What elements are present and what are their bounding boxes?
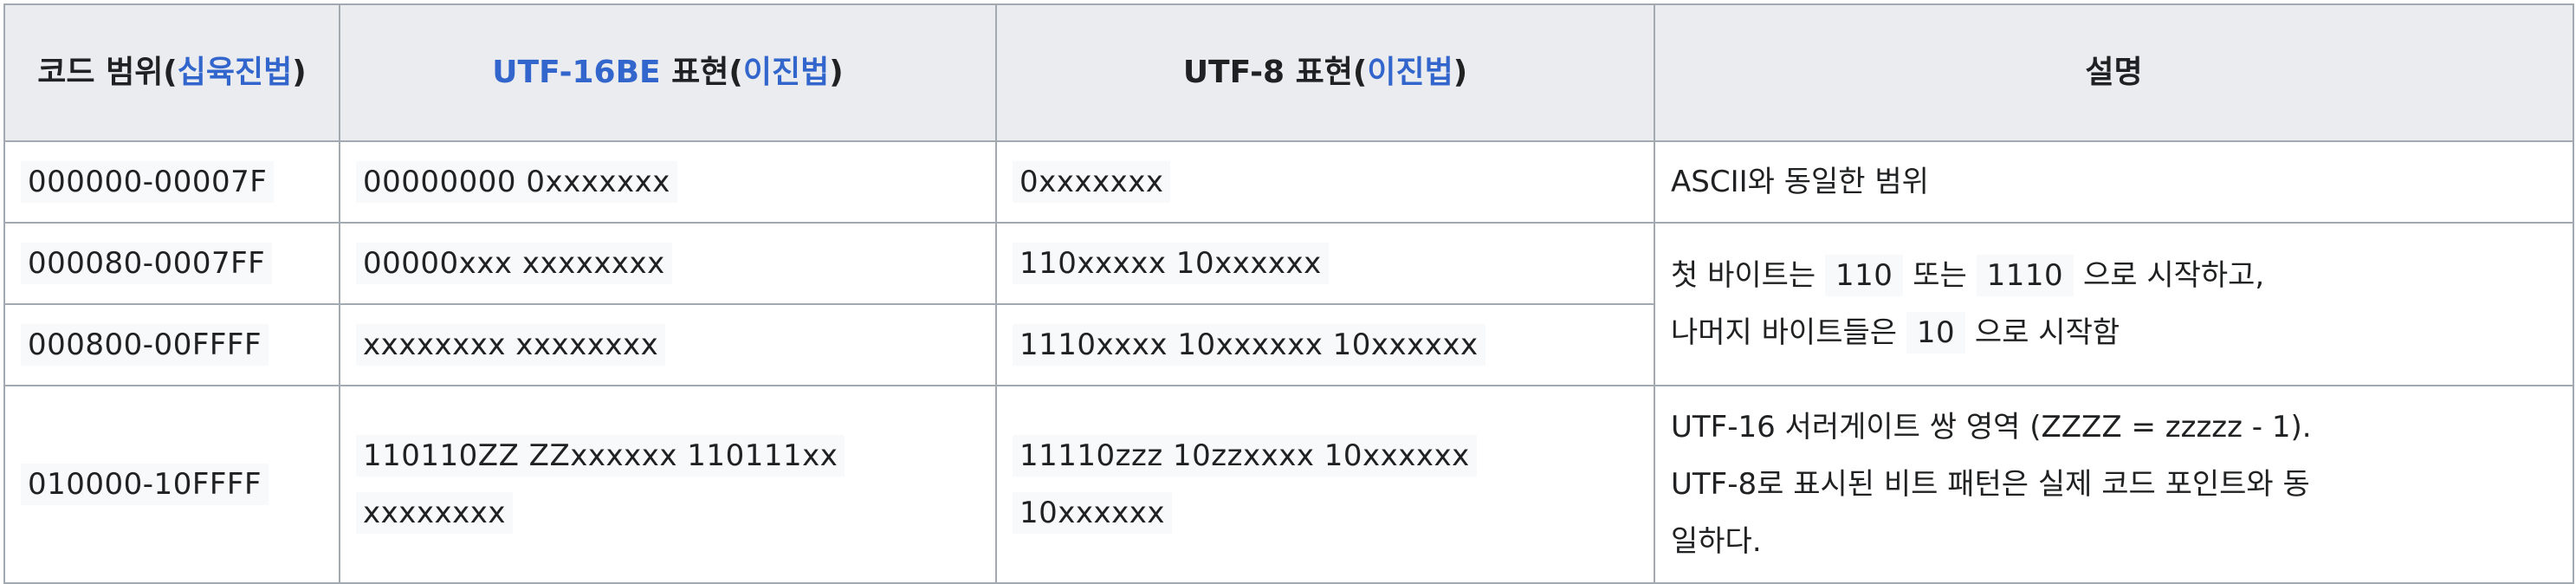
description-text: 첫 바이트는	[1671, 258, 1826, 293]
description-text: 으로 시작하고,	[2074, 258, 2265, 293]
description-text: 으로 시작함	[1965, 315, 2120, 350]
utf16-code: 110110ZZ ZZxxxxxx 110111xx	[356, 435, 845, 477]
utf8-code: 0xxxxxxx	[1013, 161, 1171, 203]
utf16-code: 00000000 0xxxxxxx	[356, 161, 677, 203]
utf8-code: 1110xxxx 10xxxxxx 10xxxxxx	[1013, 324, 1485, 366]
inline-code: 1110	[1976, 255, 2074, 296]
utf16-cell: xxxxxxxx xxxxxxxx	[339, 303, 997, 386]
binary-link-utf8[interactable]: 이진법	[1367, 55, 1453, 90]
header-code-range-close: )	[292, 55, 307, 90]
utf8-line: 11110zzz 10zzxxxx 10xxxxxx	[1013, 427, 1638, 484]
table-container: 코드 범위(십육진법) UTF-16BE 표현(이진법) UTF-8 표현(이진…	[3, 3, 2574, 584]
utf16-code: xxxxxxxx xxxxxxxx	[356, 324, 666, 366]
range-cell: 000800-00FFFF	[3, 303, 340, 386]
header-description: 설명	[1654, 3, 2574, 142]
utf16-code: xxxxxxxx	[356, 492, 513, 534]
hexadecimal-link[interactable]: 십육진법	[177, 55, 293, 90]
utf8-cell: 0xxxxxxx	[995, 140, 1655, 224]
inline-code: 10	[1906, 312, 1966, 354]
inline-code: 110	[1825, 255, 1904, 296]
header-code-range-text: 코드 범위(	[37, 55, 178, 90]
description-line: 일하다.	[1671, 524, 1762, 559]
utf8-code: 10xxxxxx	[1013, 492, 1172, 534]
utf8-cell: 11110zzz 10zzxxxx 10xxxxxx 10xxxxxx	[995, 385, 1655, 584]
header-utf8-text: UTF-8 표현(	[1182, 55, 1368, 90]
description-line: UTF-16 서러게이트 쌍 영역 (ZZZZ = zzzzz - 1).	[1671, 410, 2312, 444]
table-row: 000080-0007FF 00000xxx xxxxxxxx 110xxxxx…	[3, 222, 2574, 386]
range-cell: 000080-0007FF	[3, 222, 340, 305]
description-line: 첫 바이트는 110 또는 1110 으로 시작하고,	[1671, 247, 2557, 304]
utf8-cell: 1110xxxx 10xxxxxx 10xxxxxx	[995, 303, 1655, 386]
description-cell: ASCII와 동일한 범위	[1654, 140, 2574, 224]
description-text: 또는	[1903, 258, 1977, 293]
description-cell: 첫 바이트는 110 또는 1110 으로 시작하고, 나머지 바이트들은 10…	[1654, 222, 2574, 386]
range-code: 010000-10FFFF	[21, 464, 269, 505]
table-row: 010000-10FFFF 110110ZZ ZZxxxxxx 110111xx…	[3, 385, 2574, 584]
utf16-code: 00000xxx xxxxxxxx	[356, 243, 672, 284]
utf16-cell: 00000xxx xxxxxxxx	[339, 222, 997, 305]
binary-link-utf16[interactable]: 이진법	[742, 55, 830, 90]
range-cell: 000000-00007F	[3, 140, 340, 224]
utf16be-link[interactable]: UTF-16BE	[492, 55, 661, 90]
utf16-cell: 110110ZZ ZZxxxxxx 110111xx xxxxxxxx	[339, 385, 997, 584]
description-text: 나머지 바이트들은	[1671, 315, 1906, 350]
utf8-code: 110xxxxx 10xxxxxx	[1013, 243, 1329, 284]
utf-encoding-table: 코드 범위(십육진법) UTF-16BE 표현(이진법) UTF-8 표현(이진…	[3, 3, 2574, 584]
header-utf16-close: )	[829, 55, 844, 90]
utf16-line: xxxxxxxx	[356, 484, 980, 542]
header-utf8-close: )	[1453, 55, 1468, 90]
header-code-range: 코드 범위(십육진법)	[3, 3, 340, 142]
range-code: 000800-00FFFF	[21, 324, 269, 366]
description-line: UTF-8로 표시된 비트 패턴은 실제 코드 포인트와 동	[1671, 467, 2310, 502]
description-text: ASCII와 동일한 범위	[1671, 165, 1929, 199]
description-line: 나머지 바이트들은 10 으로 시작함	[1671, 304, 2557, 361]
header-utf8: UTF-8 표현(이진법)	[995, 3, 1655, 142]
description-cell: UTF-16 서러게이트 쌍 영역 (ZZZZ = zzzzz - 1). UT…	[1654, 385, 2574, 584]
utf8-line: 10xxxxxx	[1013, 484, 1638, 542]
utf8-code: 11110zzz 10zzxxxx 10xxxxxx	[1013, 435, 1477, 477]
utf16-cell: 00000000 0xxxxxxx	[339, 140, 997, 224]
table-row: 000800-00FFFF xxxxxxxx xxxxxxxx 1110xxxx…	[3, 303, 2573, 386]
utf8-cell: 110xxxxx 10xxxxxx	[995, 222, 1655, 305]
table-row: 000000-00007F 00000000 0xxxxxxx 0xxxxxxx…	[3, 140, 2574, 224]
header-description-text: 설명	[2085, 55, 2143, 90]
header-row: 코드 범위(십육진법) UTF-16BE 표현(이진법) UTF-8 표현(이진…	[3, 3, 2574, 142]
range-code: 000080-0007FF	[21, 243, 273, 284]
header-utf16-text: 표현(	[660, 55, 743, 90]
range-code: 000000-00007F	[21, 161, 275, 203]
utf16-line: 110110ZZ ZZxxxxxx 110111xx	[356, 427, 980, 484]
header-utf16: UTF-16BE 표현(이진법)	[339, 3, 997, 142]
range-cell: 010000-10FFFF	[3, 385, 340, 584]
